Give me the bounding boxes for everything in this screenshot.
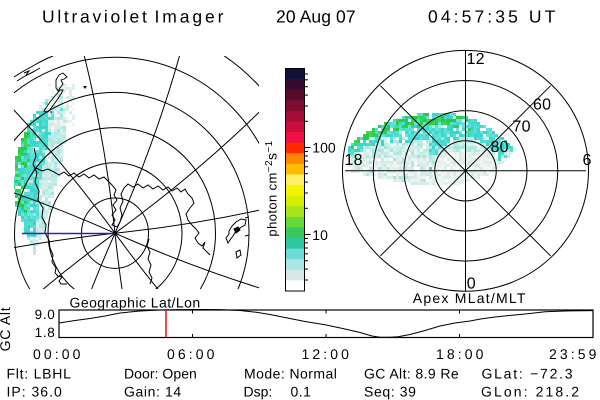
svg-text:10: 10: [312, 227, 328, 243]
svg-text:70: 70: [513, 119, 531, 136]
svg-text:60: 60: [533, 97, 551, 114]
svg-text:18: 18: [345, 152, 363, 169]
svg-text:80: 80: [491, 139, 509, 156]
svg-text:12:00: 12:00: [302, 346, 353, 362]
svg-text:100: 100: [312, 140, 336, 156]
svg-text:photon cm−2s−1: photon cm−2s−1: [264, 140, 280, 236]
svg-text:04:57:35 UT: 04:57:35 UT: [428, 7, 558, 27]
svg-text:GLat: −72.3: GLat: −72.3: [482, 365, 575, 381]
svg-text:GC Alt: GC Alt: [0, 307, 13, 352]
svg-text:Apex MLat/MLT: Apex MLat/MLT: [413, 290, 527, 306]
svg-text:Gain: 14: Gain: 14: [124, 383, 182, 399]
svg-text:Dsp:: Dsp:: [244, 383, 273, 399]
svg-text:Flt: LBHL: Flt: LBHL: [7, 365, 72, 381]
svg-text:06:00: 06:00: [167, 346, 218, 362]
svg-text:IP: 36.0: IP: 36.0: [7, 383, 63, 399]
svg-text:23:59: 23:59: [549, 346, 600, 362]
svg-text:Imager: Imager: [155, 7, 227, 27]
svg-text:00:00: 00:00: [33, 346, 84, 362]
svg-text:6: 6: [583, 152, 592, 169]
svg-text:GLon: 218.2: GLon: 218.2: [481, 383, 581, 399]
svg-text:18:00: 18:00: [436, 346, 487, 362]
svg-text:1.8: 1.8: [35, 325, 56, 340]
svg-text:Ultraviolet: Ultraviolet: [42, 7, 150, 27]
svg-text:Door: Open: Door: Open: [124, 365, 197, 381]
svg-text:Geographic Lat/Lon: Geographic Lat/Lon: [70, 294, 201, 310]
svg-text:GC Alt: 8.9 Re: GC Alt: 8.9 Re: [364, 365, 459, 381]
svg-text:9.0: 9.0: [35, 307, 56, 322]
svg-text:Mode: Normal: Mode: Normal: [244, 365, 337, 381]
svg-text:0: 0: [467, 276, 476, 293]
svg-text:Seq: 39: Seq: 39: [364, 383, 416, 399]
svg-text:0.1: 0.1: [291, 383, 312, 399]
svg-text:20 Aug 07: 20 Aug 07: [276, 7, 356, 27]
svg-text:12: 12: [467, 51, 485, 68]
